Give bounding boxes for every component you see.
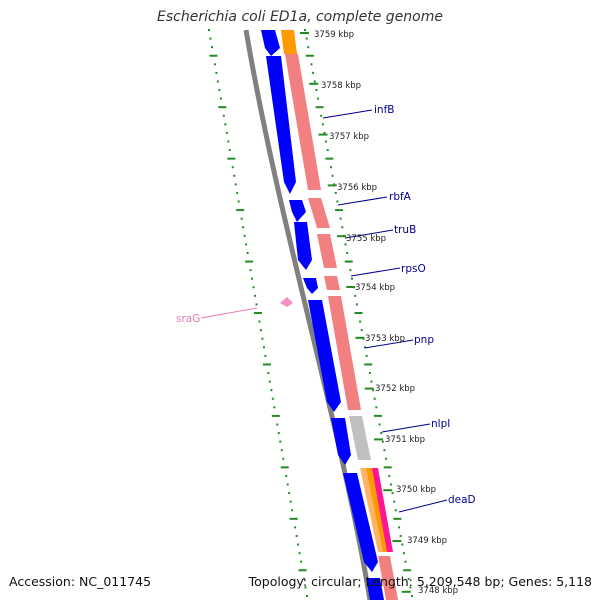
- gene-labels: infB rbfA truB rpsO pnp nlpI deaD sraG: [176, 104, 476, 506]
- cds-arrow: [266, 56, 296, 194]
- rna-feature: [285, 54, 321, 190]
- tick-label: 3756 kbp: [337, 183, 377, 193]
- tick-labels: 3759 kbp 3758 kbp 3757 kbp 3756 kbp 3755…: [314, 30, 458, 596]
- gene-label-leaders: [200, 109, 448, 513]
- gene-label-pnp: pnp: [414, 334, 434, 346]
- gene-label-truB: truB: [394, 224, 416, 236]
- genome-summary-text: Topology: circular; Length: 5,209,548 bp…: [248, 574, 592, 589]
- tick-label: 3753 kbp: [365, 334, 405, 344]
- rna-feature: [308, 198, 330, 228]
- gene-label-rpsO: rpsO: [401, 263, 426, 275]
- accession-text: Accession: NC_011745: [9, 574, 152, 589]
- feature-track: [281, 30, 398, 600]
- tick-label: 3750 kbp: [396, 485, 436, 495]
- tick-label: 3748 kbp: [418, 586, 458, 596]
- grey-feature: [349, 416, 371, 460]
- tick-label: 3757 kbp: [329, 132, 369, 142]
- cds-arrow: [308, 300, 341, 412]
- rna-feature: [328, 296, 361, 410]
- cds-arrow: [289, 200, 306, 222]
- nlpI-leader: [381, 423, 431, 433]
- tick-marks: [300, 32, 411, 593]
- rna-feature: [317, 234, 337, 268]
- gene-label-sraG: sraG: [176, 313, 200, 325]
- tick-label: 3749 kbp: [407, 536, 447, 546]
- tick-label: 3752 kbp: [375, 384, 415, 394]
- rpsO-leader: [350, 267, 401, 277]
- cds-arrow: [331, 418, 351, 465]
- deaD-leader: [398, 499, 448, 513]
- gc-track-left: [208, 29, 308, 597]
- infB-leader: [322, 109, 373, 119]
- cds-track: [261, 30, 384, 600]
- cds-arrow: [294, 222, 312, 270]
- magenta-feature: [372, 468, 393, 552]
- cds-arrow: [366, 578, 384, 600]
- gc-track-right: [304, 29, 413, 597]
- tick-label: 3758 kbp: [321, 81, 361, 91]
- srag-marker: [280, 297, 293, 307]
- gene-label-rbfA: rbfA: [389, 191, 412, 203]
- gene-label-deaD: deaD: [448, 494, 476, 506]
- cds-arrow: [261, 30, 280, 56]
- cds-arrow: [343, 473, 378, 572]
- tick-label: 3754 kbp: [355, 283, 395, 293]
- orange-feature: [281, 30, 297, 54]
- rna-feature: [324, 276, 340, 290]
- rbfA-leader: [337, 196, 388, 206]
- gene-label-infB: infB: [374, 104, 394, 116]
- gene-label-nlpI: nlpI: [431, 418, 450, 430]
- tick-label: 3751 kbp: [385, 435, 425, 445]
- map-title: Escherichia coli ED1a, complete genome: [157, 9, 443, 25]
- tick-label: 3759 kbp: [314, 30, 354, 40]
- truB-leader: [344, 229, 394, 239]
- sraG-leader: [200, 307, 258, 319]
- orange-feature: [360, 468, 384, 552]
- cds-arrow: [303, 278, 318, 294]
- rna-feature: [378, 556, 398, 600]
- tick-label: 3755 kbp: [346, 234, 386, 244]
- pnp-leader: [364, 339, 414, 349]
